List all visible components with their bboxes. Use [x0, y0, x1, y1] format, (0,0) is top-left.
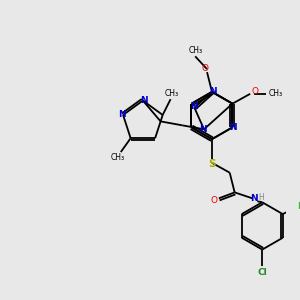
Text: CH₃: CH₃ [269, 89, 283, 98]
Text: N: N [118, 110, 126, 119]
Text: CH₃: CH₃ [164, 89, 178, 98]
Text: CH₃: CH₃ [111, 154, 125, 163]
Text: H: H [258, 193, 264, 202]
Text: N: N [229, 123, 236, 132]
Text: S: S [208, 159, 216, 169]
Text: N: N [199, 125, 207, 134]
Text: N: N [209, 87, 217, 96]
Text: O: O [202, 64, 208, 73]
Text: N: N [250, 194, 258, 203]
Text: N: N [140, 96, 148, 105]
Text: O: O [252, 87, 259, 96]
Text: F: F [297, 202, 300, 211]
Text: N: N [190, 102, 198, 111]
Text: O: O [210, 196, 218, 205]
Text: Cl: Cl [257, 268, 267, 277]
Text: CH₃: CH₃ [188, 46, 202, 55]
